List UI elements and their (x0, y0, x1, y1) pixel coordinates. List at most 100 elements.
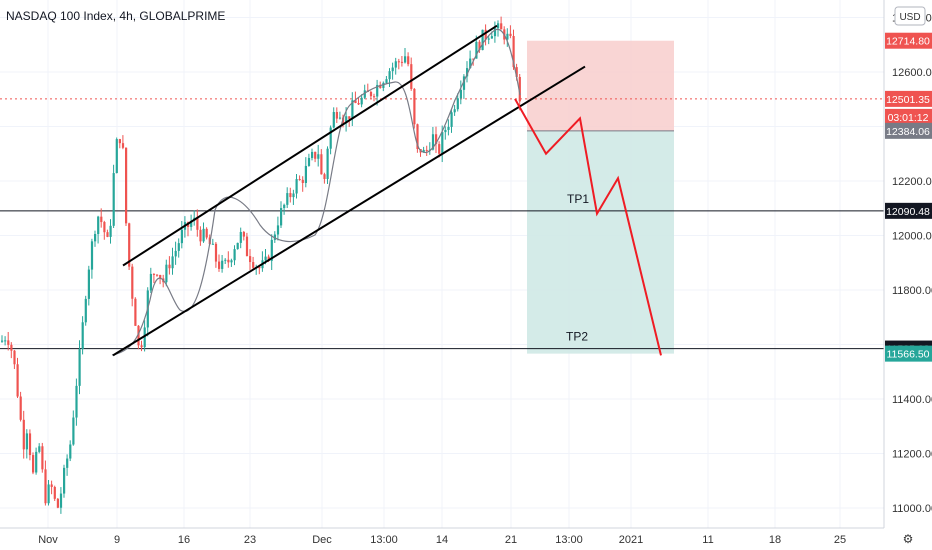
candle-body (438, 144, 441, 154)
candle-body (125, 147, 128, 224)
candle-body (357, 103, 360, 105)
candle-body (435, 134, 438, 145)
candle-body (444, 129, 447, 133)
candle-body (69, 444, 72, 459)
candle-body (180, 229, 183, 244)
candle-body (143, 327, 146, 348)
candle-body (407, 56, 410, 65)
candle-body (202, 228, 205, 242)
candle-body (233, 249, 236, 261)
horizontal-levels (0, 98, 884, 350)
candle-body (475, 41, 478, 59)
candle-body (115, 139, 118, 174)
candle-body (171, 256, 174, 269)
price-tag-label: 11566.50 (886, 349, 929, 361)
candle-body (286, 193, 289, 205)
candle-body (459, 89, 462, 99)
candle-body (140, 345, 143, 348)
candle-body (100, 216, 103, 223)
candle-body (131, 266, 134, 299)
candle-body (239, 231, 242, 243)
candle-body (63, 467, 66, 494)
candle-body (10, 344, 13, 351)
candle-body (152, 273, 156, 275)
time-tick-label: 23 (244, 534, 256, 546)
channel-lower-line (112, 65, 586, 357)
channel-upper-line (122, 24, 498, 267)
candle-body (118, 139, 121, 144)
price-tag-label: 03:01:12 (888, 112, 929, 124)
candle-body (391, 67, 394, 72)
candle-body (304, 165, 307, 184)
time-tick-label: Nov (38, 534, 58, 546)
candle-body (335, 112, 338, 119)
candle-body (298, 179, 301, 181)
candle-body (363, 90, 366, 98)
candle-body (103, 222, 106, 233)
candle-body (32, 455, 35, 473)
candle-body (168, 264, 171, 269)
time-axis[interactable]: Nov 9 16 23 Dec 13:00 14 21 13:00 2021 11 18 25 ⚙ (0, 527, 914, 546)
time-tick-label: 16 (178, 534, 190, 546)
candle-body (196, 217, 199, 230)
price-tick-label: 12000.00 (892, 231, 932, 243)
candle-body (394, 61, 397, 68)
candle-body (50, 484, 53, 487)
candle-body (211, 243, 214, 245)
candle-body (230, 260, 233, 263)
candle-body (425, 149, 428, 151)
candle-body (351, 100, 354, 119)
price-tag-label: 12384.06 (886, 126, 930, 138)
candle-body (87, 269, 90, 299)
candle-body (320, 154, 323, 175)
settings-gear-icon[interactable]: ⚙ (903, 532, 914, 546)
candle-body (354, 100, 357, 104)
price-tag-bg (885, 108, 932, 125)
price-tick-label: 11400.00 (892, 394, 932, 406)
candle-body (441, 132, 444, 154)
candle-body (44, 469, 47, 504)
candle-body (59, 493, 63, 508)
candle-body (280, 208, 283, 226)
position-zones (527, 40, 674, 354)
candle-body (7, 340, 10, 345)
candle-body (41, 446, 44, 470)
time-tick-label: 25 (834, 534, 846, 546)
candle-body (134, 298, 137, 326)
candle-body (4, 340, 7, 342)
candle-body (276, 225, 280, 235)
candle-body (466, 68, 469, 77)
price-tag-bg (885, 202, 932, 219)
sine-wave-curve (111, 28, 521, 356)
candle-body (348, 116, 351, 119)
price-tick-label: 11200.00 (892, 449, 932, 461)
candle-body (379, 84, 382, 88)
stop-loss-zone (527, 40, 674, 131)
chart-title: NASDAQ 100 Index, 4h, GLOBALPRIME (6, 9, 225, 23)
candle-body (78, 349, 81, 386)
candle-body (72, 417, 75, 445)
candle-body (345, 116, 348, 124)
price-axis[interactable]: 11000.0011200.0011400.0011600.0011800.00… (883, 0, 932, 528)
candle-body (323, 174, 326, 180)
currency-badge[interactable]: USD (894, 6, 926, 26)
candle-body (177, 243, 180, 251)
candle-body (199, 229, 202, 242)
candle-body (292, 193, 295, 198)
candle-body (66, 458, 69, 468)
candle-body (252, 262, 255, 268)
candle-body (382, 82, 385, 88)
candle-body (13, 350, 16, 365)
candle-body (385, 79, 388, 83)
candle-body (249, 256, 252, 263)
candle-body (75, 385, 78, 418)
candle-body (369, 91, 373, 97)
candle-body (149, 273, 152, 291)
candle-body (242, 231, 245, 237)
time-tick-label: 13:00 (555, 534, 583, 546)
candle-body (190, 220, 193, 227)
candle-body (53, 486, 56, 499)
candle-body (497, 23, 500, 29)
